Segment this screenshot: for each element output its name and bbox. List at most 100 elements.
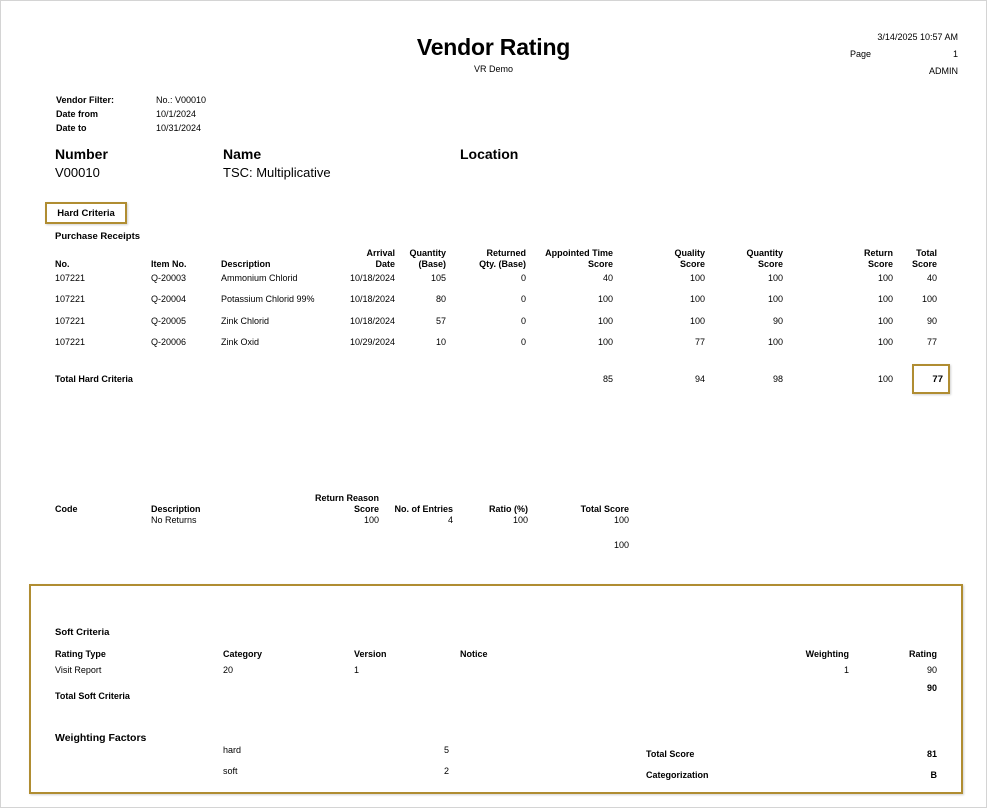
date-to-value: 10/31/2024 [156,123,202,133]
cell-return-description: No Returns [151,515,197,525]
page-title: Vendor Rating [416,34,571,60]
cell-arrival-date: 10/29/2024 [349,337,395,347]
total-soft-criteria-rating: 90 [926,683,937,693]
cell-total-score: 100 [921,294,937,304]
return-reason-header-row-2: Code Description Score No. of Entries Ra… [1,504,986,516]
cell-quantity-base: 57 [435,316,446,326]
total-hard-criteria-label: Total Hard Criteria [55,374,133,384]
page-number-value: 1 [952,49,958,59]
cell-appointed-time-score: 100 [597,316,613,326]
vendor-filter-value: No.: V00010 [156,95,207,105]
cell-quantity-base: 10 [435,337,446,347]
cell-quality-score: 77 [694,337,705,347]
cell-quantity-score: 90 [772,316,783,326]
cell-item-no: Q-20003 [151,273,187,283]
cell-description: Potassium Chlorid 99% [221,294,315,304]
col-no: No. [55,259,70,269]
cell-quantity-score: 100 [767,273,783,283]
cell-no: 107221 [55,273,86,283]
cell-returned-qty: 0 [520,316,526,326]
col-rating: Rating [909,649,937,659]
cell-total-score: 90 [926,316,937,326]
vendor-filter-label: Vendor Filter: [56,95,115,105]
cell-rating-type: Visit Report [55,665,102,675]
total-appointed-time-score: 85 [602,374,613,384]
cell-no: 107221 [55,294,86,304]
col-rating-type: Rating Type [55,649,106,659]
cell-no: 107221 [55,337,86,347]
cell-arrival-date: 10/18/2024 [349,294,395,304]
col-return-score-line2: Score [867,259,893,269]
cell-category: 20 [223,665,234,675]
cell-rating: 90 [926,665,937,675]
weighting-factor-value: 5 [443,745,449,755]
page-subtitle: VR Demo [473,64,513,74]
cell-item-no: Q-20005 [151,316,187,326]
summary-categorization-label: Categorization [646,770,709,780]
cell-quality-score: 100 [689,273,705,283]
col-total-score-line1: Total [916,248,937,258]
col-quantity-base-line2: (Base) [418,259,446,269]
col-weighting: Weighting [805,649,849,659]
table-row[interactable]: 107221 Q-20005 Zink Chlorid 10/18/2024 5… [1,316,986,328]
col-item-no: Item No. [151,259,187,269]
date-to-label: Date to [56,123,87,133]
total-quantity-score: 98 [772,374,783,384]
col-quantity-base-line1: Quantity [409,248,446,258]
cell-return-score: 100 [877,273,893,283]
cell-returned-qty: 0 [520,337,526,347]
cell-arrival-date: 10/18/2024 [349,316,395,326]
soft-criteria-highlight-region[interactable] [29,584,963,794]
col-description: Description [221,259,271,269]
hard-criteria-chip-label: Hard Criteria [57,208,115,219]
col-appointed-time-line1: Appointed Time [545,248,613,258]
table-row[interactable]: 107221 Q-20004 Potassium Chlorid 99% 10/… [1,294,986,306]
report-user: ADMIN [929,66,958,76]
cell-quantity-base: 80 [435,294,446,304]
total-quality-score: 94 [694,374,705,384]
total-hard-criteria-score-highlight[interactable]: 77 [912,364,950,394]
col-arrival-date-line2: Date [375,259,395,269]
cell-no: 107221 [55,316,86,326]
vendor-number-label: Number [55,146,108,162]
total-soft-criteria-value-row: 90 [1,683,986,695]
total-hard-criteria-score-value: 77 [932,374,943,385]
cell-appointed-time-score: 40 [602,273,613,283]
col-total-score-line2: Score [911,259,937,269]
cell-total-score: 77 [926,337,937,347]
cell-total-score: 40 [926,273,937,283]
col-return-reason-line1: Return Reason [314,493,379,503]
cell-return-score: 100 [877,337,893,347]
cell-description: Zink Oxid [221,337,260,347]
cell-ratio-percent: 100 [512,515,528,525]
total-soft-criteria-row: Total Soft Criteria [1,691,986,703]
cell-quantity-score: 100 [767,337,783,347]
col-quantity-score-line1: Quantity [746,248,783,258]
weighting-factor-name: soft [223,766,238,776]
cell-return-total-score: 100 [613,515,629,525]
table-row[interactable]: 107221 Q-20003 Ammonium Chlorid 10/18/20… [1,273,986,285]
cell-appointed-time-score: 100 [597,337,613,347]
hard-criteria-header-row-2: No. Item No. Description Date (Base) Qty… [1,259,986,271]
hard-criteria-header-row-1: Arrival Quantity Returned Appointed Time… [1,248,986,260]
vendor-number-value: V00010 [55,165,100,180]
col-return-reason-score: Score [353,504,379,514]
col-code: Code [55,504,78,514]
cell-returned-qty: 0 [520,273,526,283]
summary-total-score-value: 81 [926,749,937,759]
col-return-score-line1: Return [864,248,893,258]
cell-return-score: 100 [877,316,893,326]
weighting-factors-title: Weighting Factors [55,732,147,744]
hard-criteria-highlight-chip[interactable]: Hard Criteria [45,202,127,224]
col-category: Category [223,649,263,659]
col-notice: Notice [460,649,488,659]
cell-returned-qty: 0 [520,294,526,304]
cell-item-no: Q-20006 [151,337,187,347]
total-return-score: 100 [877,374,893,384]
col-version: Version [354,649,387,659]
table-row[interactable]: No Returns 100 4 100 100 [1,515,986,527]
table-row[interactable]: 107221 Q-20006 Zink Oxid 10/29/2024 10 0… [1,337,986,349]
report-datetime: 3/14/2025 10:57 AM [877,32,958,42]
table-row[interactable]: Visit Report 20 1 1 90 [1,665,986,677]
